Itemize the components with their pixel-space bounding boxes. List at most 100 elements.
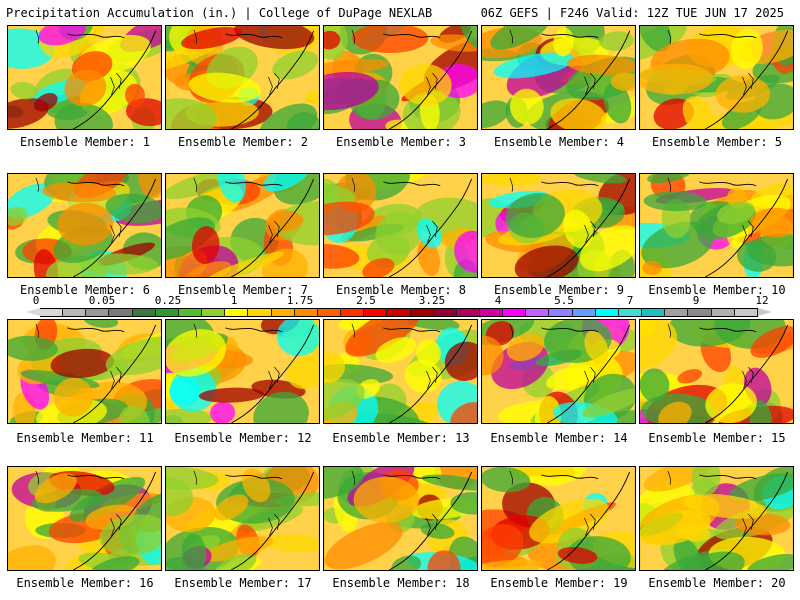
precip-field	[482, 174, 635, 277]
ensemble-member-map	[481, 319, 636, 424]
colorbar-segment	[155, 309, 179, 316]
colorbar-segment	[479, 309, 504, 316]
colorbar-segment	[456, 309, 480, 316]
colorbar-segment	[549, 309, 573, 316]
colorbar-tick-label: 3.25	[418, 294, 446, 307]
ensemble-member-label: Ensemble Member: 18	[332, 576, 470, 590]
colorbar-segment	[248, 309, 272, 316]
colorbar-segment	[364, 309, 388, 316]
ensemble-member-label: Ensemble Member: 14	[490, 431, 628, 445]
ensemble-member-label: Ensemble Member: 19	[490, 576, 628, 590]
colorbar-segment	[711, 309, 735, 316]
colorbar-segment	[63, 309, 87, 316]
ensemble-member-map	[323, 319, 478, 424]
ensemble-member-map	[323, 173, 478, 278]
colorbar-tick-label: 0	[32, 294, 40, 307]
ensemble-member-label: Ensemble Member: 20	[648, 576, 786, 590]
precip-field	[166, 26, 319, 129]
colorbar-max-arrow	[758, 308, 772, 316]
colorbar-segment	[225, 309, 249, 316]
ensemble-member-map	[165, 466, 320, 571]
ensemble-member-label: Ensemble Member: 12	[174, 431, 312, 445]
ensemble-member-label: Ensemble Member: 1	[19, 135, 151, 149]
ensemble-member-label: Ensemble Member: 15	[648, 431, 786, 445]
ensemble-member-map	[7, 319, 162, 424]
ensemble-member-label: Ensemble Member: 6	[19, 283, 151, 297]
colorbar-segment	[572, 309, 596, 316]
precip-field	[324, 174, 477, 277]
colorbar-tick-label: 7	[626, 294, 634, 307]
ensemble-member-label: Ensemble Member: 9	[493, 283, 625, 297]
ensemble-member-label: Ensemble Member: 4	[493, 135, 625, 149]
colorbar-segment	[178, 309, 203, 316]
colorbar-tick-label: 12	[755, 294, 769, 307]
precip-field	[324, 26, 477, 129]
precip-field	[8, 320, 161, 423]
colorbar-min-arrow	[26, 308, 40, 316]
precip-field	[166, 320, 319, 423]
colorbar-segment	[109, 309, 133, 316]
ensemble-member-map	[7, 173, 162, 278]
precip-field	[482, 320, 635, 423]
colorbar-segment	[202, 309, 226, 316]
colorbar-segment	[734, 309, 758, 316]
ensemble-member-map	[481, 466, 636, 571]
colorbar-segment	[526, 309, 550, 316]
ensemble-member-label: Ensemble Member: 16	[16, 576, 154, 590]
ensemble-member-map	[323, 466, 478, 571]
precip-colorbar	[40, 308, 758, 317]
page-title: Precipitation Accumulation (in.) | Colle…	[6, 6, 433, 20]
ensemble-member-label: Ensemble Member: 5	[651, 135, 783, 149]
ensemble-member-label: Ensemble Member: 7	[177, 283, 309, 297]
colorbar-segment	[688, 309, 712, 316]
ensemble-member-map	[639, 466, 794, 571]
precip-field	[482, 467, 635, 570]
colorbar-tick-label: 5.5	[554, 294, 574, 307]
colorbar-segment	[40, 309, 64, 316]
precip-field	[640, 320, 793, 423]
ensemble-member-label: Ensemble Member: 2	[177, 135, 309, 149]
ensemble-member-label: Ensemble Member: 17	[174, 576, 312, 590]
precip-field	[640, 174, 793, 277]
colorbar-segment	[410, 309, 434, 316]
ensemble-member-label: Ensemble Member: 10	[648, 283, 786, 297]
precip-field	[482, 26, 635, 129]
precip-field	[166, 174, 319, 277]
ensemble-member-label: Ensemble Member: 11	[16, 431, 154, 445]
colorbar-segment	[642, 309, 666, 316]
ensemble-member-map	[481, 25, 636, 130]
colorbar-tick-label: 1.75	[286, 294, 314, 307]
colorbar-segment	[341, 309, 365, 316]
ensemble-member-map	[165, 319, 320, 424]
colorbar-segment	[317, 309, 342, 316]
ensemble-member-map	[639, 25, 794, 130]
ensemble-member-map	[639, 173, 794, 278]
colorbar-tick-labels: 0 0.05 0.25 1 1.75 2.5 3.25 4 5.5 7 9 12	[0, 294, 800, 308]
colorbar-segment	[433, 309, 457, 316]
precip-field	[8, 26, 161, 129]
ensemble-member-map	[323, 25, 478, 130]
colorbar-segment	[665, 309, 689, 316]
colorbar-tick-label: 4	[494, 294, 502, 307]
precip-field	[640, 26, 793, 129]
colorbar-segment	[618, 309, 643, 316]
ensemble-member-map	[7, 25, 162, 130]
precip-field	[8, 467, 161, 570]
ensemble-member-map	[165, 25, 320, 130]
precip-field	[324, 467, 477, 570]
ensemble-member-map	[165, 173, 320, 278]
colorbar-segment	[503, 309, 527, 316]
colorbar-tick-label: 2.5	[356, 294, 376, 307]
ensemble-member-label: Ensemble Member: 3	[335, 135, 467, 149]
precip-field	[166, 467, 319, 570]
ensemble-member-map	[639, 319, 794, 424]
colorbar-tick-label: 9	[692, 294, 700, 307]
precip-field	[8, 174, 161, 277]
colorbar-segment	[387, 309, 411, 316]
ensemble-member-map	[481, 173, 636, 278]
colorbar-segment	[294, 309, 318, 316]
colorbar-segment	[86, 309, 110, 316]
ensemble-member-label: Ensemble Member: 13	[332, 431, 470, 445]
ensemble-member-map	[7, 466, 162, 571]
colorbar-tick-label: 0.25	[154, 294, 182, 307]
